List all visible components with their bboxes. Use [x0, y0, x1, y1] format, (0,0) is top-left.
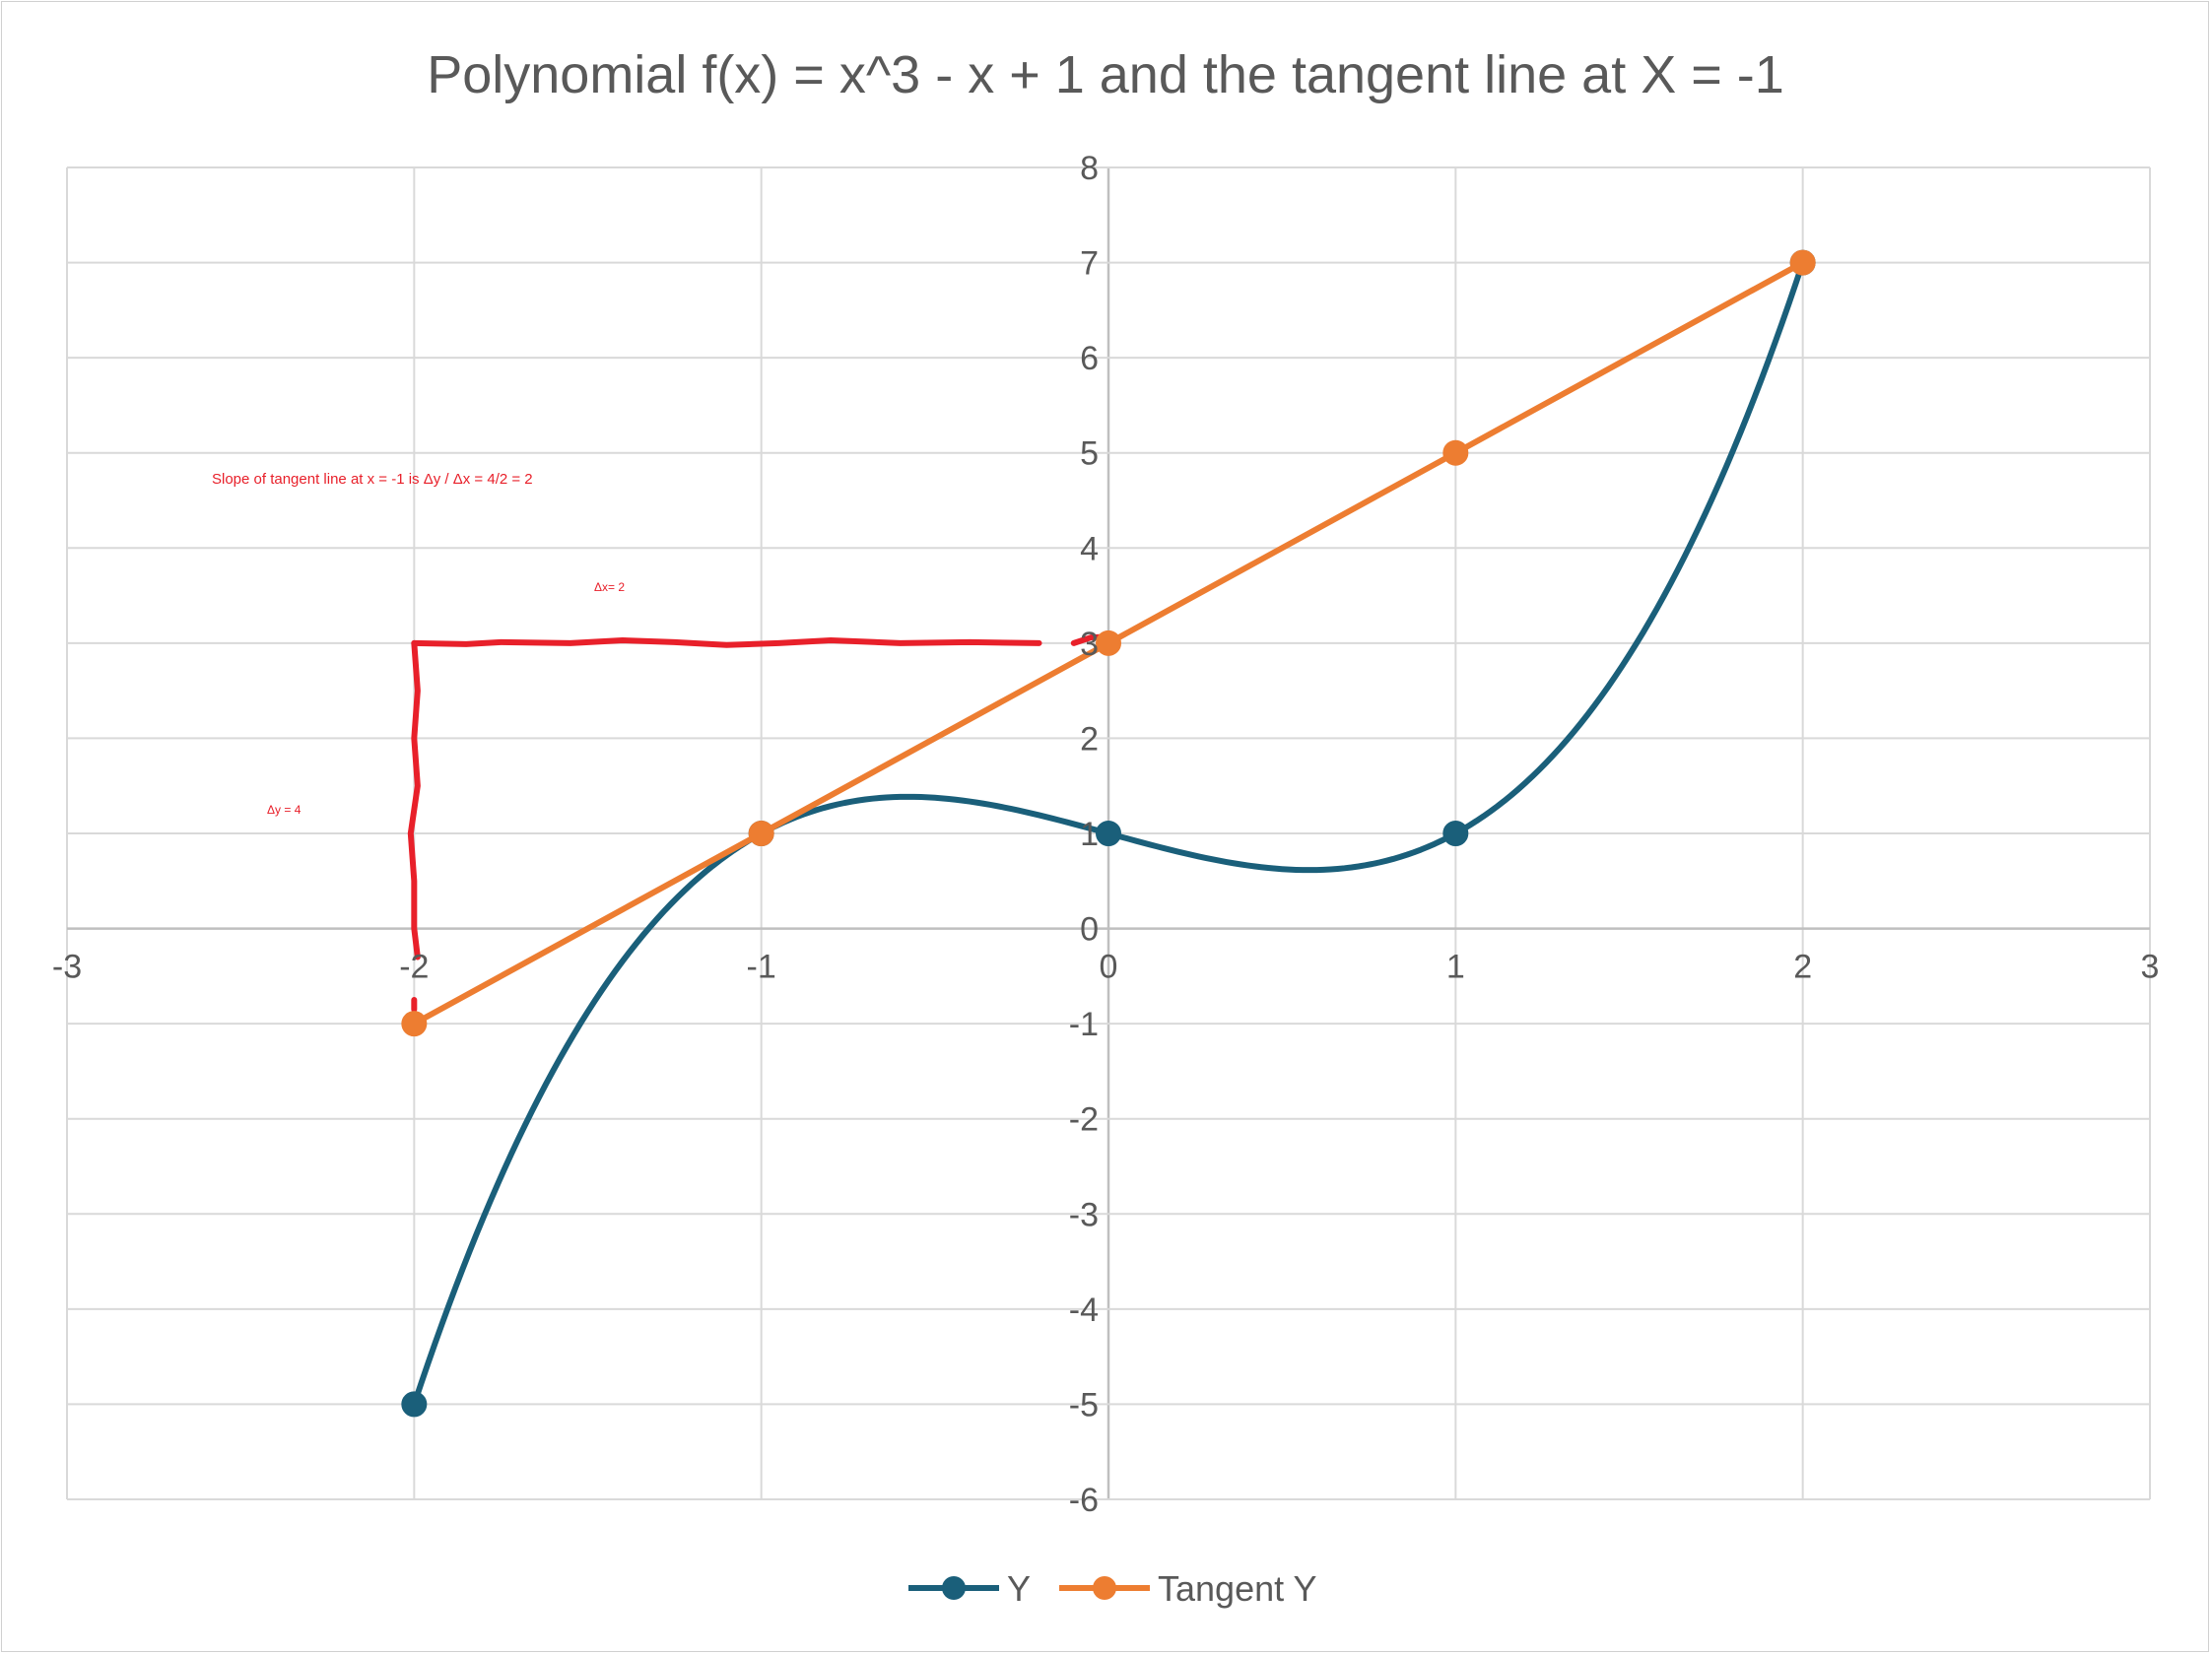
- data-point: [748, 821, 774, 846]
- delta-x-annotation: Δx= 2: [594, 580, 625, 594]
- y-tick-label: 4: [1080, 530, 1099, 567]
- y-tick-label: -3: [1069, 1196, 1099, 1233]
- chart-title: Polynomial f(x) = x^3 - x + 1 and the ta…: [427, 45, 1784, 104]
- y-tick-label: 2: [1080, 720, 1099, 758]
- delta-y-annotation: Δy = 4: [267, 803, 302, 817]
- data-point: [401, 1011, 428, 1037]
- y-tick-label: 6: [1080, 340, 1099, 377]
- y-tick-label: 3: [1080, 626, 1099, 663]
- legend-marker: [942, 1576, 966, 1600]
- x-tick-label: 2: [1793, 949, 1812, 986]
- annotation-bracket: [407, 633, 1119, 1013]
- data-point: [1096, 821, 1121, 846]
- y-tick-label: 0: [1080, 911, 1099, 949]
- legend: Y Tangent Y: [908, 1568, 1316, 1609]
- data-point: [1442, 821, 1469, 846]
- legend-label: Tangent Y: [1158, 1568, 1316, 1609]
- y-tick-label: -6: [1069, 1482, 1099, 1519]
- legend-marker: [1093, 1576, 1116, 1600]
- y-tick-label: -2: [1069, 1101, 1099, 1139]
- x-tick-label: 0: [1100, 949, 1118, 986]
- y-tick-label: -4: [1069, 1291, 1099, 1329]
- y-tick-label: -5: [1069, 1386, 1099, 1423]
- delta-x-bracket: [411, 636, 1042, 648]
- x-tick-label: -3: [52, 949, 82, 986]
- y-tick-label: -1: [1069, 1006, 1099, 1043]
- y-tick-label: 1: [1080, 816, 1099, 853]
- annotations: Slope of tangent line at x = -1 is Δy / …: [212, 471, 625, 817]
- legend-item: Y: [908, 1568, 1031, 1609]
- series-tangent-y: [401, 249, 1816, 1037]
- delta-y-bracket: [407, 639, 421, 960]
- y-tick-label: 5: [1080, 435, 1099, 473]
- legend-item: Tangent Y: [1059, 1568, 1316, 1609]
- plot-area: [401, 249, 1816, 1418]
- y-tick-label: 7: [1080, 245, 1099, 283]
- x-tick-label: -2: [399, 949, 429, 986]
- x-tick-label: 3: [2141, 949, 2160, 986]
- data-point: [1442, 439, 1469, 466]
- legend-label: Y: [1007, 1568, 1031, 1609]
- x-tick-label: -1: [747, 949, 776, 986]
- data-point: [1789, 249, 1816, 276]
- data-point: [1096, 629, 1121, 656]
- x-tick-label: 1: [1446, 949, 1465, 986]
- data-point: [401, 1391, 428, 1418]
- y-tick-label: 8: [1080, 150, 1099, 187]
- slope-annotation: Slope of tangent line at x = -1 is Δy / …: [212, 471, 533, 488]
